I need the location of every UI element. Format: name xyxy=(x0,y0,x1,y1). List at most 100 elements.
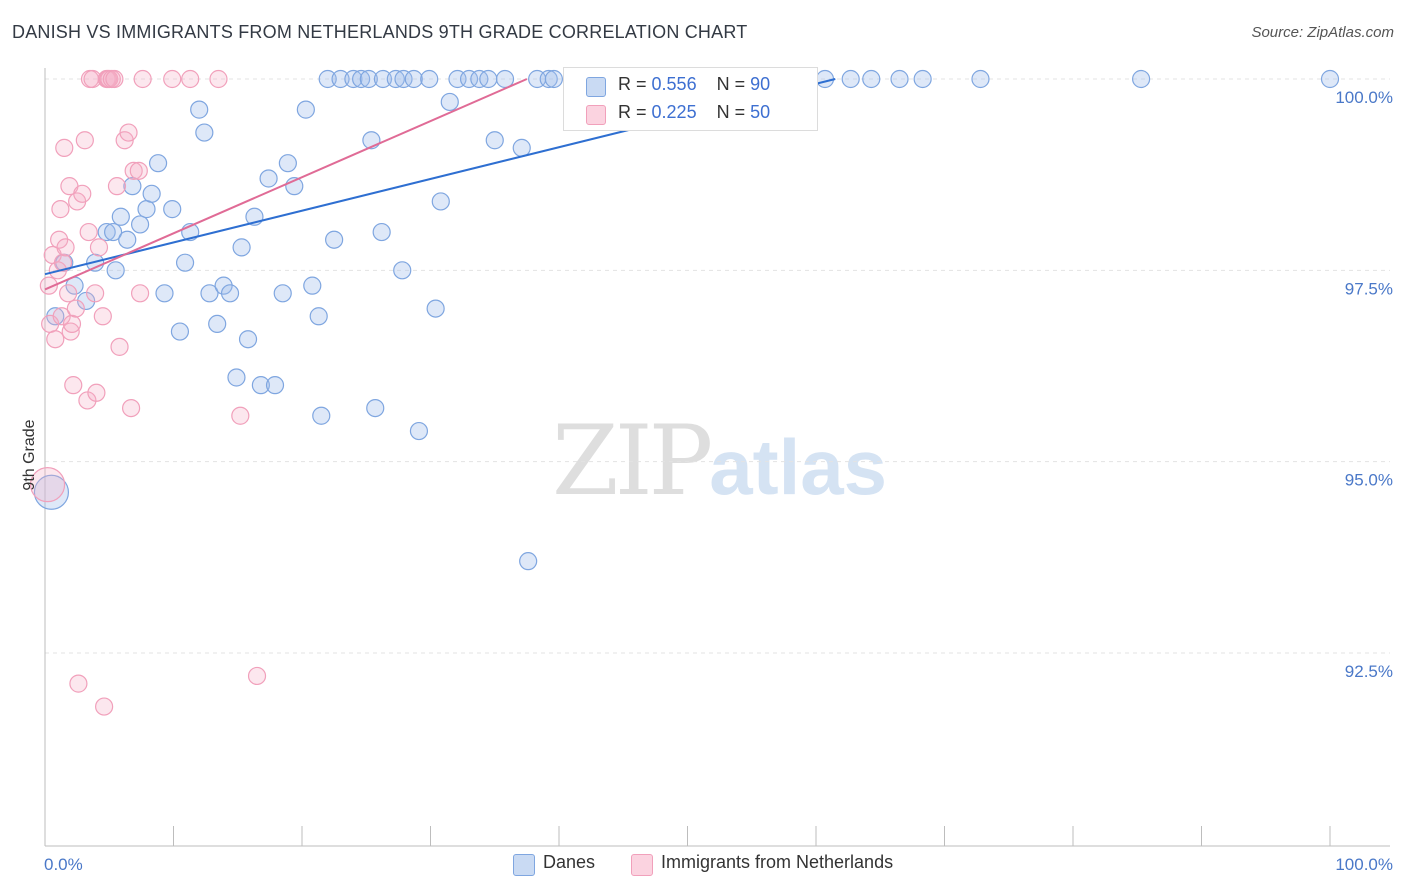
y-tick-label: 95.0% xyxy=(1345,471,1393,490)
netherlands-point xyxy=(129,161,148,180)
danes-point xyxy=(155,284,174,303)
netherlands-legend-swatch xyxy=(631,854,653,876)
danes-point xyxy=(890,69,909,89)
danes-point xyxy=(1132,69,1151,89)
netherlands-points xyxy=(29,69,267,716)
danes-point xyxy=(485,131,504,150)
danes-point xyxy=(352,69,371,89)
netherlands-point xyxy=(89,238,109,257)
danes-points xyxy=(33,69,1340,571)
danes-point xyxy=(200,284,219,303)
tick-labels: 100.0% 97.5% 95.0% 92.5% 0.0% 100.0% xyxy=(44,88,1393,874)
danes-point xyxy=(420,69,439,89)
netherlands-point xyxy=(55,138,74,157)
chart-title: DANISH VS IMMIGRANTS FROM NETHERLANDS 9T… xyxy=(12,22,748,42)
r-label: R = xyxy=(618,102,647,122)
danes-point xyxy=(312,406,331,425)
danes-point xyxy=(111,207,130,226)
danes-point xyxy=(232,238,251,257)
danes-point xyxy=(251,376,270,395)
danes-point xyxy=(862,69,881,89)
y-tick-label: 97.5% xyxy=(1345,279,1393,298)
source-credit: Source: ZipAtlas.com xyxy=(1251,24,1394,41)
danes-point xyxy=(815,69,835,89)
danes-point xyxy=(303,276,322,295)
netherlands-point xyxy=(73,184,92,203)
danes-point xyxy=(278,154,297,173)
danes-point xyxy=(344,69,363,89)
netherlands-point xyxy=(133,69,152,89)
watermark-zip: ZIP xyxy=(552,405,713,517)
danes-point xyxy=(97,222,116,242)
danes-point xyxy=(386,69,405,89)
netherlands-trend-line xyxy=(44,78,528,291)
netherlands-point xyxy=(247,666,267,686)
danes-point xyxy=(130,215,150,234)
danes-point xyxy=(195,123,214,142)
n-value: 90 xyxy=(750,74,771,94)
danes-point xyxy=(104,222,123,242)
danes-legend-label: Danes xyxy=(543,852,596,872)
danes-point xyxy=(118,230,137,249)
netherlands-point xyxy=(87,383,106,402)
watermark-atlas: atlas xyxy=(709,423,888,511)
danes-point xyxy=(106,261,125,280)
danes-point xyxy=(373,69,393,89)
netherlands-point xyxy=(209,69,228,89)
netherlands-point xyxy=(110,337,129,356)
netherlands-point xyxy=(93,307,112,326)
r-value: 0.225 xyxy=(651,102,697,122)
netherlands-point xyxy=(29,467,66,503)
danes-legend-swatch xyxy=(513,854,535,876)
netherlands-point xyxy=(86,284,105,303)
danes-point xyxy=(512,138,531,157)
danes-point xyxy=(227,368,246,387)
netherlands-point xyxy=(181,69,200,89)
danes-point xyxy=(431,192,450,211)
danes-point xyxy=(459,69,479,89)
y-axis-label: 9th Grade xyxy=(21,419,38,490)
netherlands-point xyxy=(95,697,114,716)
netherlands-point xyxy=(107,177,127,196)
danes-point xyxy=(259,169,278,188)
danes-point xyxy=(309,307,328,326)
netherlands-point xyxy=(59,284,78,303)
netherlands-point xyxy=(124,161,143,180)
netherlands-point xyxy=(53,253,73,272)
danes-point xyxy=(440,92,459,112)
y-tick-label: 92.5% xyxy=(1345,662,1393,681)
netherlands-point xyxy=(121,398,141,418)
danes-point xyxy=(1320,69,1340,89)
netherlands-point xyxy=(119,123,138,142)
danes-point xyxy=(519,552,538,571)
axes xyxy=(44,68,1390,847)
danes-point xyxy=(539,69,558,89)
netherlands-point xyxy=(75,131,94,150)
netherlands-point xyxy=(163,69,182,89)
netherlands-point xyxy=(64,376,83,395)
netherlands-point xyxy=(61,322,80,341)
netherlands-point xyxy=(231,406,250,425)
n-label: N = xyxy=(716,102,746,122)
danes-point xyxy=(394,69,413,89)
danes-point xyxy=(359,69,378,89)
grid-lines xyxy=(45,78,1390,654)
danes-point xyxy=(409,421,429,441)
netherlands-point xyxy=(105,69,124,89)
netherlands-point xyxy=(52,307,71,326)
danes-point xyxy=(163,200,182,219)
netherlands-legend-label: Immigrants from Netherlands xyxy=(661,852,894,872)
r-value: 0.556 xyxy=(651,74,697,94)
danes-point xyxy=(841,69,860,89)
danes-point xyxy=(190,100,209,119)
danes-point xyxy=(971,69,990,89)
netherlands-point xyxy=(79,222,98,242)
danes-point xyxy=(426,299,445,318)
x-tick-label-max: 100.0% xyxy=(1335,855,1393,874)
danes-point xyxy=(238,330,258,349)
danes-point xyxy=(393,261,412,280)
danes-point xyxy=(123,177,142,196)
danes-point xyxy=(175,253,195,272)
netherlands-point xyxy=(62,314,82,334)
